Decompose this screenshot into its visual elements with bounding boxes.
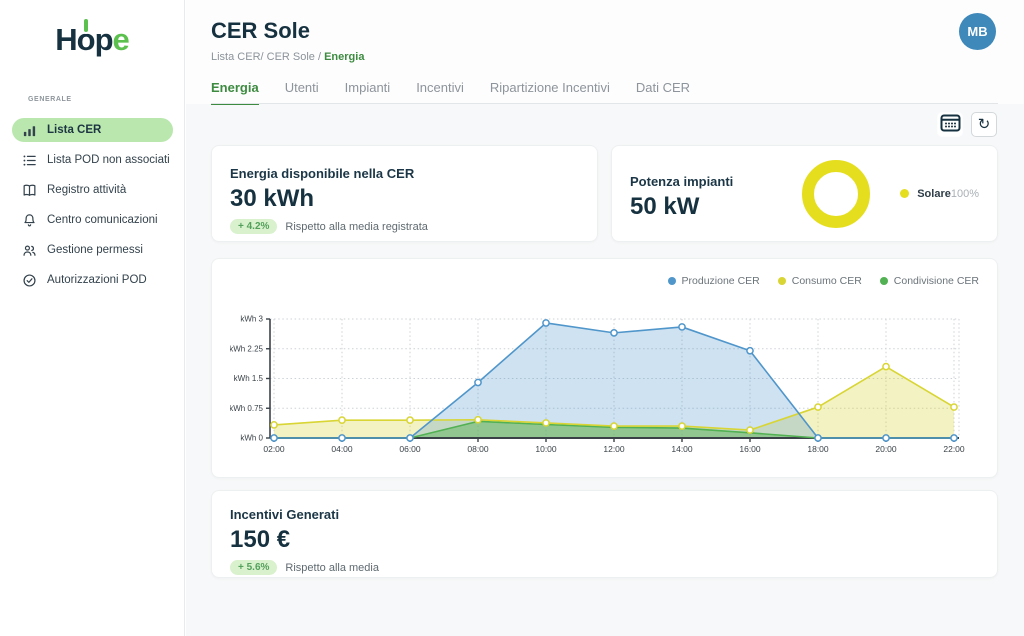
tab-ripartizione-incentivi[interactable]: Ripartizione Incentivi xyxy=(489,80,610,95)
legend-value: 100% xyxy=(950,187,979,200)
incentives-card-title: Incentivi Generati xyxy=(230,507,340,522)
tab-incentivi[interactable]: Incentivi xyxy=(416,80,464,95)
sidebar-item-centro-comunicazioni[interactable]: Centro comunicazioni xyxy=(12,208,173,232)
svg-text:22:00: 22:00 xyxy=(943,444,965,454)
svg-text:08:00: 08:00 xyxy=(467,444,489,454)
breadcrumb-current: Energia xyxy=(324,51,365,63)
legend-dot xyxy=(879,277,888,285)
energy-card: Energia disponibile nella CER 30 kWh + 4… xyxy=(211,145,598,242)
legend-label: Solare xyxy=(917,187,951,200)
bar-chart-icon xyxy=(22,123,37,138)
energy-card-title: Energia disponibile nella CER xyxy=(230,166,415,181)
power-card: Potenza impianti 50 kW Solare 100% xyxy=(611,145,998,242)
sidebar-item-label: Registro attività xyxy=(47,184,127,196)
tab-bar: Energia Utenti Impianti Incentivi Ripartizio… xyxy=(211,80,690,105)
energy-trend-badge: + 4.2% xyxy=(230,219,278,234)
check-circle-icon xyxy=(22,273,37,288)
donut-ring xyxy=(802,159,871,228)
sidebar-section-label: GENERALE xyxy=(28,96,72,103)
tab-dati-cer[interactable]: Dati CER xyxy=(635,80,691,95)
page-title: CER Sole xyxy=(211,18,311,43)
sidebar-item-lista-cer[interactable]: Lista CER xyxy=(12,118,173,142)
power-donut-legend: Solare 100% xyxy=(900,188,979,200)
tab-impianti[interactable]: Impianti xyxy=(344,80,391,95)
svg-text:14:00: 14:00 xyxy=(671,444,693,454)
breadcrumb: Lista CER/ CER Sole / Energia xyxy=(211,51,364,63)
logo-letter: p xyxy=(94,22,114,57)
sidebar-item-gestione-permessi[interactable]: Gestione permessi xyxy=(12,238,173,262)
legend-label: Consumo CER xyxy=(791,275,862,287)
sidebar-item-label: Centro comunicazioni xyxy=(47,214,158,226)
svg-text:06:00: 06:00 xyxy=(399,444,421,454)
energy-card-value: 30 kWh xyxy=(230,185,315,212)
sidebar-item-label: Lista POD non associati xyxy=(47,154,170,166)
calendar-button[interactable] xyxy=(937,112,963,137)
svg-text:10:00: 10:00 xyxy=(535,444,557,454)
sidebar-item-registro-attivit-[interactable]: Registro attività xyxy=(12,178,173,202)
svg-text:kWh 0: kWh 0 xyxy=(240,434,263,443)
list-icon xyxy=(22,153,37,168)
svg-text:kWh 3: kWh 3 xyxy=(240,315,263,324)
svg-text:kWh 2.25: kWh 2.25 xyxy=(230,344,264,353)
energy-area-chart: kWh 0 kWh 0.75 kWh 1.5 kWh 2.25 kWh 3 02:00 04… xyxy=(229,303,981,463)
incentives-card-caption: Rispetto alla media xyxy=(285,561,379,574)
svg-text:18:00: 18:00 xyxy=(807,444,829,454)
svg-text:kWh 1.5: kWh 1.5 xyxy=(234,374,264,383)
svg-text:kWh 0.75: kWh 0.75 xyxy=(230,404,264,413)
svg-text:04:00: 04:00 xyxy=(331,444,353,454)
calendar-icon xyxy=(940,113,961,137)
sidebar-item-label: Lista CER xyxy=(47,124,102,136)
incentives-card-value: 150 € xyxy=(230,526,291,553)
sidebar-item-autorizzazioni-pod[interactable]: Autorizzazioni POD xyxy=(12,268,173,292)
power-card-title: Potenza impianti xyxy=(630,174,734,189)
header xyxy=(186,0,1024,104)
refresh-icon: ↻ xyxy=(977,116,991,133)
refresh-button[interactable]: ↻ xyxy=(971,112,997,137)
logo-letter: o xyxy=(76,22,96,57)
power-icon xyxy=(83,19,88,32)
svg-text:02:00: 02:00 xyxy=(263,444,285,454)
breadcrumb-path[interactable]: Lista CER/ CER Sole / xyxy=(211,51,325,63)
avatar[interactable]: MB xyxy=(959,13,996,50)
power-card-value: 50 kW xyxy=(630,193,700,220)
toolbar: ↻ xyxy=(937,112,997,137)
svg-text:12:00: 12:00 xyxy=(603,444,625,454)
legend-item-produzione-cer[interactable]: Produzione CER xyxy=(667,275,760,287)
incentives-card: Incentivi Generati 150 € + 5.6% Rispetto… xyxy=(211,490,998,578)
energy-chart-card: Produzione CER Consumo CER Condivisione CE… xyxy=(211,258,998,478)
legend-item-consumo-cer[interactable]: Consumo CER xyxy=(777,275,862,287)
tab-energia[interactable]: Energia xyxy=(211,80,259,105)
logo-letter: e xyxy=(112,22,130,57)
main-content: CER Sole Lista CER/ CER Sole / Energia M… xyxy=(186,0,1024,636)
legend-item-condivisione-cer[interactable]: Condivisione CER xyxy=(879,275,979,287)
sidebar-item-lista-pod-non-associati[interactable]: Lista POD non associati xyxy=(12,148,173,172)
sidebar-nav: Lista CER Lista POD non associati Registro… xyxy=(0,118,185,298)
svg-text:20:00: 20:00 xyxy=(875,444,897,454)
legend-dot xyxy=(900,189,910,198)
legend-label: Produzione CER xyxy=(681,275,760,287)
logo-letter: H xyxy=(55,22,77,57)
tab-utenti[interactable]: Utenti xyxy=(284,80,319,95)
sidebar-item-label: Gestione permessi xyxy=(47,244,143,256)
power-donut-chart xyxy=(796,154,876,234)
legend-label: Condivisione CER xyxy=(893,275,979,287)
sidebar-item-label: Autorizzazioni POD xyxy=(47,274,147,286)
legend-dot xyxy=(777,277,786,285)
legend-dot xyxy=(667,277,676,285)
users-icon xyxy=(22,243,37,258)
svg-text:16:00: 16:00 xyxy=(739,444,761,454)
chart-legend: Produzione CER Consumo CER Condivisione CE… xyxy=(667,275,979,287)
incentives-trend-badge: + 5.6% xyxy=(230,560,278,575)
bell-icon xyxy=(22,213,37,228)
energy-card-caption: Rispetto alla media registrata xyxy=(285,220,428,233)
book-icon xyxy=(22,183,37,198)
tab-divider xyxy=(211,103,998,104)
